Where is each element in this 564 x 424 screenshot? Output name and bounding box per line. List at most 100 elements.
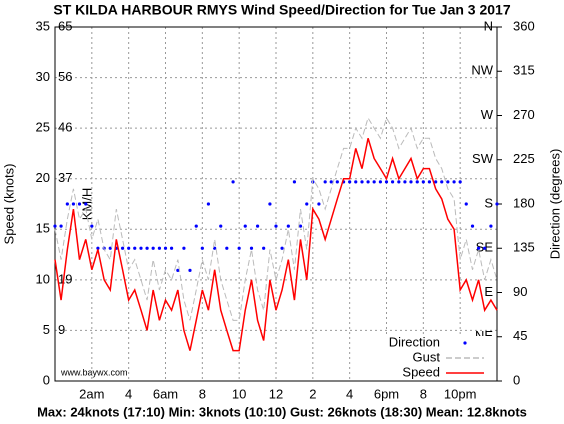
y2-tick-label: 0	[513, 372, 520, 387]
direction-dot	[225, 246, 229, 250]
direction-dot	[397, 180, 401, 184]
direction-dot	[403, 180, 407, 184]
direction-dot	[495, 202, 499, 206]
direction-dot	[354, 180, 358, 184]
direction-dot	[323, 180, 327, 184]
compass-label: SW	[472, 151, 494, 166]
direction-dot	[188, 268, 192, 272]
direction-dot	[415, 180, 419, 184]
compass-label: W	[481, 107, 494, 122]
y2-tick-label: 225	[513, 151, 535, 166]
direction-dot	[305, 202, 309, 206]
direction-dot	[421, 180, 425, 184]
y2-tick-label: 180	[513, 195, 535, 210]
legend-label: Speed	[402, 364, 440, 379]
direction-dot	[182, 246, 186, 250]
x-tick-label: 4	[346, 386, 353, 401]
direction-dot	[440, 180, 444, 184]
direction-dot	[200, 246, 204, 250]
kmh-tick-label: 37	[58, 170, 72, 185]
chart-title: ST KILDA HARBOUR RMYS Wind Speed/Directi…	[53, 2, 510, 18]
direction-dot	[262, 246, 266, 250]
direction-dot	[145, 246, 149, 250]
direction-dot	[317, 202, 321, 206]
direction-dot	[84, 202, 88, 206]
direction-dot	[274, 224, 278, 228]
x-tick-label: 2am	[79, 386, 104, 401]
direction-dot	[329, 180, 333, 184]
x-tick-label: 8	[199, 386, 206, 401]
direction-dot	[464, 202, 468, 206]
compass-label: N	[484, 18, 493, 33]
direction-dot	[133, 246, 137, 250]
y2-tick-label: 90	[513, 284, 527, 299]
y-tick-label: 15	[36, 221, 50, 236]
direction-dot	[90, 224, 94, 228]
y-axis-title: Speed (knots)	[1, 164, 16, 245]
direction-dot	[427, 180, 432, 184]
y-tick-label: 35	[36, 18, 50, 33]
direction-dot	[163, 246, 168, 250]
footer: Max: 24knots (17:10) Min: 3knots (10:10)…	[37, 404, 527, 419]
y-tick-label: 30	[36, 69, 50, 84]
direction-dot	[59, 224, 63, 228]
direction-dot	[384, 180, 389, 184]
direction-dot	[286, 224, 290, 228]
x-tick-label: 12	[269, 386, 283, 401]
direction-dot	[268, 202, 272, 206]
direction-dot	[108, 246, 112, 250]
direction-dot	[489, 224, 493, 228]
y-tick-label: 5	[43, 322, 50, 337]
direction-dot	[151, 246, 155, 250]
watermark: www.baywx.com	[60, 367, 128, 377]
kmh-tick-label: 56	[58, 69, 72, 84]
y2-axis-title: Direction (degrees)	[547, 149, 562, 260]
direction-dot	[335, 180, 339, 184]
direction-dot	[409, 180, 413, 184]
kmh-tick-label: 65	[58, 18, 72, 33]
gust-line	[54, 116, 498, 321]
x-tick-label: 6am	[153, 386, 178, 401]
direction-dot	[139, 246, 143, 250]
direction-dot	[176, 268, 180, 272]
legend-bg	[378, 351, 494, 365]
direction-dot	[366, 180, 370, 184]
x-tick-label: 10pm	[444, 386, 477, 401]
kmh-tick-label: 19	[58, 271, 72, 286]
direction-dot	[249, 246, 254, 250]
direction-dot	[71, 202, 76, 206]
direction-dot	[237, 246, 241, 250]
y2-tick-label: 315	[513, 63, 535, 78]
direction-dot	[255, 224, 260, 228]
direction-dot	[483, 246, 487, 250]
compass-label: NW	[471, 63, 493, 78]
direction-dot	[77, 202, 82, 206]
direction-dot	[470, 224, 475, 228]
direction-dot	[120, 246, 125, 250]
legend-swatch	[463, 341, 467, 345]
direction-dot	[127, 246, 131, 250]
y-tick-label: 25	[36, 120, 50, 135]
direction-dot	[53, 224, 57, 228]
direction-dot	[243, 224, 247, 228]
legend-label: Direction	[389, 334, 440, 349]
y-tick-label: 10	[36, 271, 50, 286]
direction-dot	[206, 202, 211, 206]
direction-dot	[292, 180, 297, 184]
y-tick-label: 20	[36, 170, 50, 185]
legend-label: Gust	[413, 349, 441, 364]
x-tick-label: 4	[125, 386, 132, 401]
kmh-tick-label: 46	[58, 120, 72, 135]
direction-dot	[219, 224, 223, 228]
direction-dot	[65, 202, 69, 206]
x-tick-label: 8	[420, 386, 427, 401]
legend-bg	[378, 336, 494, 350]
direction-dot	[476, 246, 481, 250]
y2-tick-label: 45	[513, 328, 527, 343]
direction-dot	[280, 246, 284, 250]
direction-dot	[452, 180, 456, 184]
direction-dot	[458, 180, 462, 184]
x-tick-label: 2	[309, 386, 316, 401]
compass-label: S	[484, 195, 493, 210]
